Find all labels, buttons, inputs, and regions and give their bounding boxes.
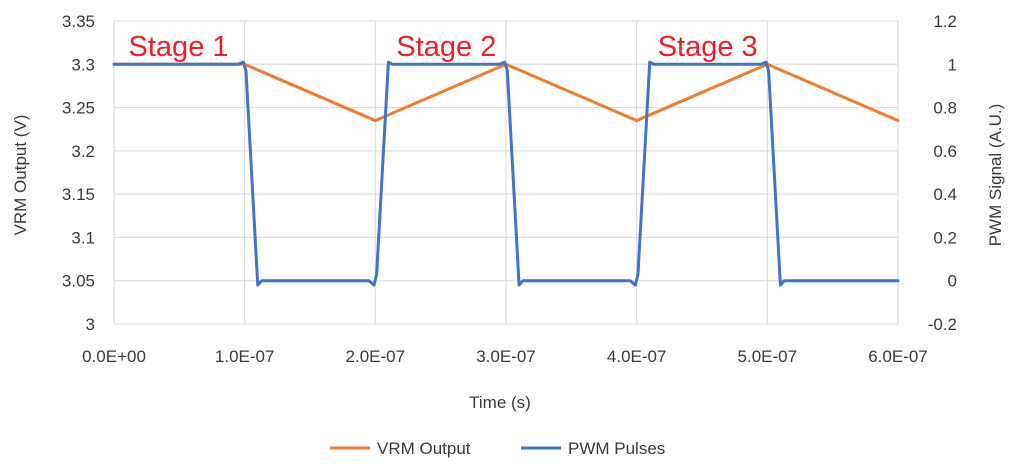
y-right-tick-label: 0.6 — [933, 142, 957, 161]
y-left-axis: 3 3.05 3.1 3.15 3.2 3.25 3.3 3.35 — [62, 12, 95, 334]
x-axis: 0.0E+00 1.0E-07 2.0E-07 3.0E-07 4.0E-07 5.0E-… — [82, 347, 928, 366]
stage-label-2: Stage 2 — [396, 31, 496, 63]
y-right-tick-label: 0.2 — [933, 228, 957, 247]
x-axis-title: Time (s) — [469, 393, 531, 412]
y-left-tick-label: 3.25 — [62, 99, 95, 118]
plot-area — [112, 60, 900, 287]
x-tick-label: 1.0E-07 — [215, 347, 275, 366]
y-right-tick-label: 0.4 — [933, 185, 957, 204]
y-left-tick-label: 3 — [86, 315, 95, 334]
y-left-axis-title: VRM Output (V) — [11, 115, 30, 236]
x-tick-label: 3.0E-07 — [476, 347, 536, 366]
legend-label-vrm-output: VRM Output — [377, 439, 471, 458]
y-right-tick-label: 0 — [948, 272, 957, 291]
stage-label-1: Stage 1 — [129, 31, 229, 63]
series-line-pwm-pulses — [112, 60, 900, 287]
x-tick-label: 6.0E-07 — [868, 347, 928, 366]
stage-label-3: Stage 3 — [658, 31, 758, 63]
x-tick-label: 5.0E-07 — [738, 347, 798, 366]
y-left-tick-label: 3.15 — [62, 185, 95, 204]
x-tick-label: 4.0E-07 — [607, 347, 667, 366]
y-right-tick-label: 1 — [948, 55, 957, 74]
y-right-axis-title: PWM Signal (A.U.) — [986, 104, 1005, 247]
y-left-tick-label: 3.1 — [71, 228, 95, 247]
y-left-tick-label: 3.3 — [71, 55, 95, 74]
y-left-tick-label: 3.35 — [62, 12, 95, 31]
stage-annotations: Stage 1 Stage 2 Stage 3 — [129, 31, 758, 63]
legend-label-pwm-pulses: PWM Pulses — [568, 439, 665, 458]
y-right-tick-label: -0.2 — [928, 315, 957, 334]
y-left-tick-label: 3.05 — [62, 272, 95, 291]
legend: VRM Output PWM Pulses — [330, 439, 665, 458]
y-right-tick-label: 1.2 — [933, 12, 957, 31]
y-left-tick-label: 3.2 — [71, 142, 95, 161]
y-right-tick-label: 0.8 — [933, 99, 957, 118]
x-tick-label: 0.0E+00 — [82, 347, 146, 366]
x-tick-label: 2.0E-07 — [346, 347, 406, 366]
y-right-axis: -0.2 0 0.2 0.4 0.6 0.8 1 1.2 — [928, 12, 957, 334]
